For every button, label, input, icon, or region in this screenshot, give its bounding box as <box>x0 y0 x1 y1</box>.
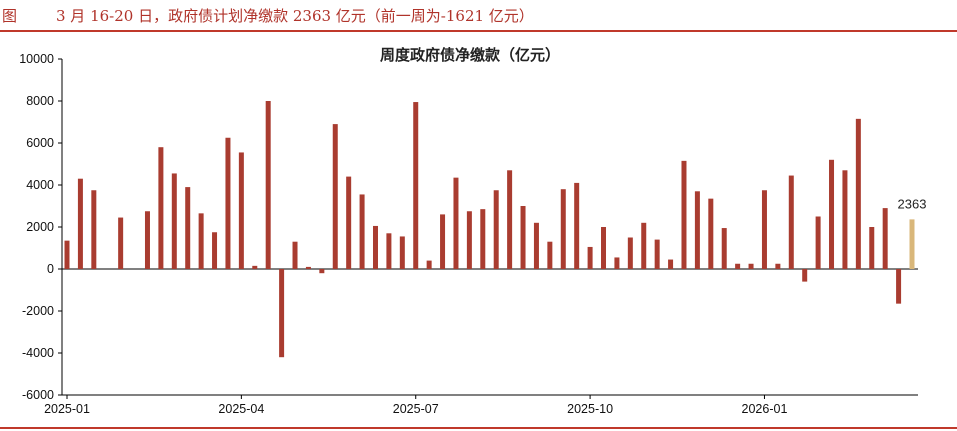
bar <box>212 232 218 269</box>
chart-labels: -6000 -4000 -2000 0 2000 4000 6000 8000 10000 202… <box>19 52 926 416</box>
bar <box>144 211 150 269</box>
bar <box>319 269 325 274</box>
bar <box>842 170 848 269</box>
x-tick-label: 2026-01 <box>742 402 788 416</box>
bar <box>560 189 566 269</box>
bar <box>882 208 888 269</box>
bar <box>493 190 499 269</box>
footer-rule <box>0 427 957 429</box>
bar <box>869 227 875 269</box>
bar <box>896 269 902 304</box>
y-tick-label: 2000 <box>26 220 54 234</box>
bar <box>77 178 83 269</box>
bar <box>748 263 754 269</box>
bar <box>587 246 593 269</box>
bar <box>654 239 660 269</box>
figure-label: 图 <box>2 7 18 25</box>
bar <box>238 152 244 269</box>
chart-title: 周度政府债净缴款（亿元） <box>380 46 560 64</box>
bar <box>332 124 338 269</box>
x-tick-label: 2025-01 <box>44 402 90 416</box>
figure-caption: 3 月 16-20 日，政府债计划净缴款 2363 亿元（前一周为-1621 亿… <box>56 7 534 25</box>
bar <box>694 191 700 269</box>
bar <box>399 236 405 269</box>
bar <box>225 137 231 269</box>
bar <box>64 240 70 269</box>
bar <box>681 160 687 269</box>
bar <box>761 190 767 269</box>
bar <box>627 237 633 269</box>
bar <box>802 269 808 282</box>
bar <box>533 222 539 269</box>
bar <box>614 257 620 269</box>
bar <box>855 118 861 269</box>
bar <box>507 170 513 269</box>
header-rule <box>0 30 957 32</box>
bar <box>547 241 553 269</box>
bar <box>708 198 714 269</box>
weekly-net-payment-chart: 周度政府债净缴款（亿元） -6000 -4000 -2000 0 2000 4000 600… <box>19 46 926 416</box>
bar <box>118 217 124 269</box>
bar <box>601 227 607 269</box>
y-tick-label: 4000 <box>26 178 54 192</box>
bar <box>292 241 298 269</box>
chart-axes <box>58 58 918 399</box>
bar <box>265 101 271 269</box>
bar <box>788 175 794 269</box>
y-tick-label: 0 <box>47 262 54 276</box>
y-tick-label: 10000 <box>19 52 54 66</box>
y-tick-label: 6000 <box>26 136 54 150</box>
bar <box>721 228 727 269</box>
bar <box>775 263 781 269</box>
y-tick-label: -6000 <box>22 388 54 402</box>
bar <box>641 222 647 269</box>
figure-header: 图 3 月 16-20 日，政府债计划净缴款 2363 亿元（前一周为-1621… <box>0 0 957 32</box>
bar-highlight <box>909 219 915 269</box>
bar <box>829 159 835 269</box>
x-tick-label: 2025-10 <box>567 402 613 416</box>
highlight-value-label: 2363 <box>898 196 927 211</box>
bar <box>735 263 741 269</box>
bar <box>252 265 258 269</box>
chart-bars <box>64 101 915 358</box>
bar <box>426 260 432 269</box>
bar <box>279 269 285 358</box>
bar <box>305 266 311 269</box>
bar <box>158 147 164 269</box>
y-tick-label: -4000 <box>22 346 54 360</box>
bar <box>520 206 526 269</box>
bar <box>198 213 204 269</box>
bar <box>453 177 459 269</box>
bar <box>480 209 486 269</box>
bar <box>91 190 97 269</box>
bar <box>815 216 821 269</box>
x-tick-label: 2025-04 <box>218 402 264 416</box>
bar <box>440 214 446 269</box>
bar <box>359 194 365 269</box>
bar <box>171 173 177 269</box>
bar <box>668 259 674 269</box>
bar <box>185 187 191 269</box>
bar <box>386 233 392 269</box>
bar <box>574 182 580 269</box>
bar <box>413 102 419 269</box>
bar <box>466 211 472 269</box>
y-tick-label: -2000 <box>22 304 54 318</box>
x-tick-label: 2025-07 <box>393 402 439 416</box>
y-tick-label: 8000 <box>26 94 54 108</box>
bar <box>372 225 378 269</box>
bar <box>346 176 352 269</box>
